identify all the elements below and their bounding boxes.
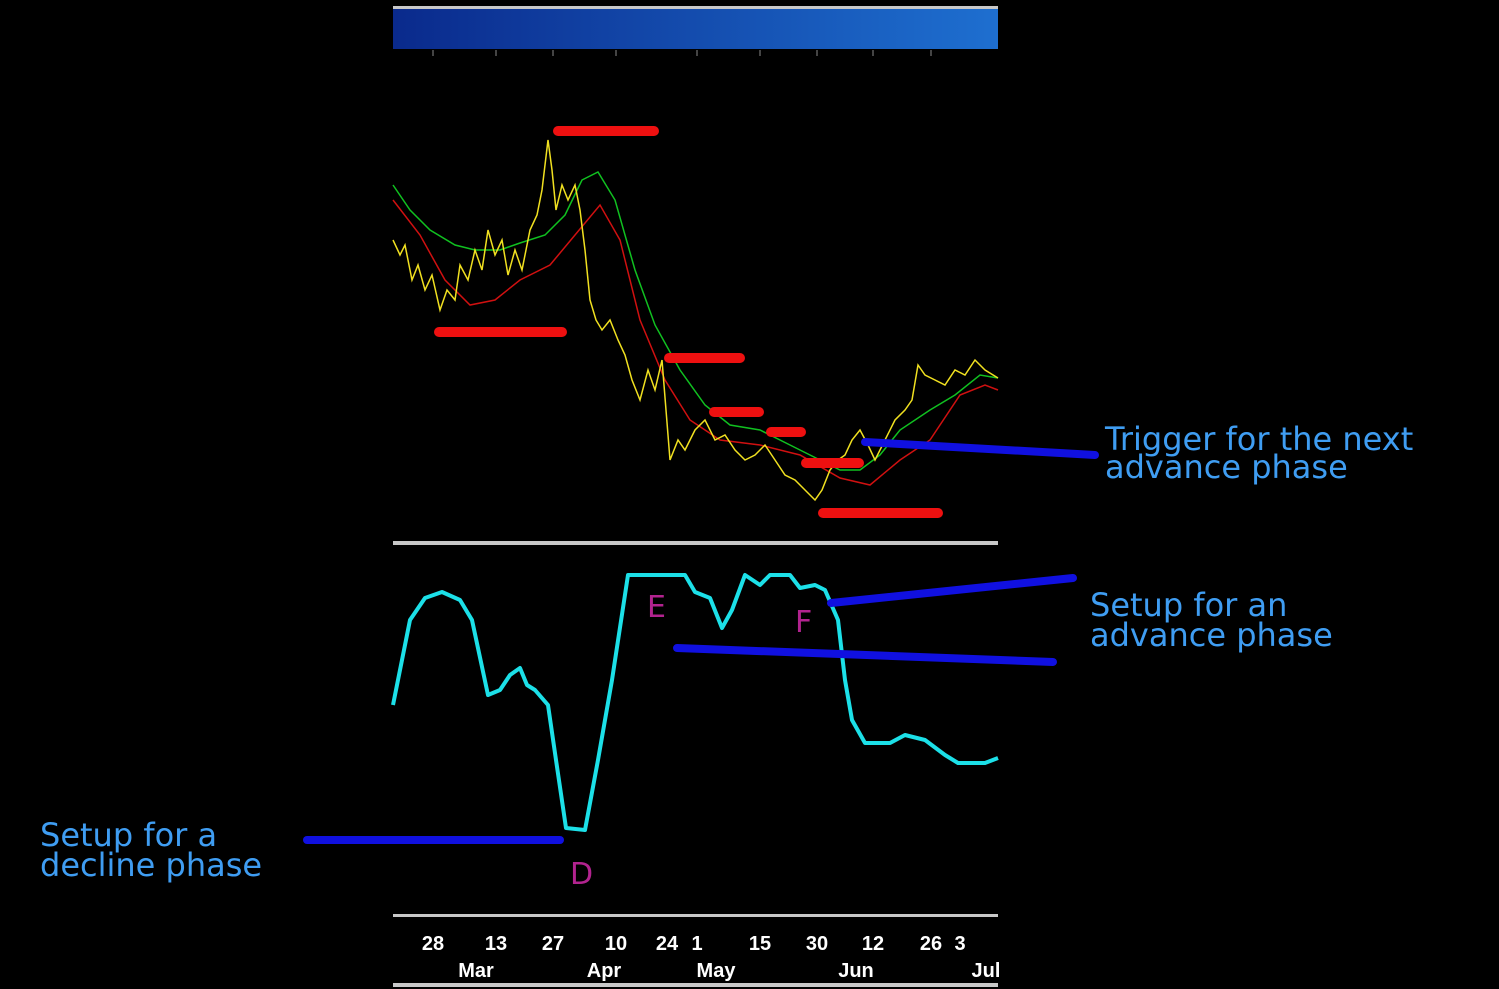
day-label: 3: [954, 933, 965, 955]
time-axis: 28 13 27 10 24 1 15 30 12 26 3 Mar Apr May Jun Jul: [422, 933, 1001, 982]
oscillator-line: [391, 573, 999, 832]
annotation-text: advance phase: [1090, 616, 1333, 654]
day-label: 10: [605, 933, 627, 955]
marker-label: E: [647, 590, 666, 625]
frame-top: [393, 6, 998, 9]
panel-separator: [393, 541, 998, 545]
pointer-lines: [303, 438, 1099, 844]
day-label: 12: [862, 933, 884, 955]
annotation-text: decline phase: [40, 846, 262, 884]
day-label: 28: [422, 933, 444, 955]
month-label: Jun: [838, 960, 874, 982]
level-bars: [434, 126, 943, 518]
day-label: 27: [542, 933, 564, 955]
axis-separator: [393, 914, 998, 917]
frame-bottom: [393, 983, 998, 987]
day-label: 15: [749, 933, 771, 955]
day-label: 26: [920, 933, 942, 955]
day-label: 13: [485, 933, 507, 955]
moving-average-red: [392, 199, 999, 486]
month-label: Mar: [458, 960, 494, 982]
marker-label: F: [795, 605, 812, 640]
annotation-text: Setup for a: [40, 816, 217, 854]
day-label: 1: [691, 933, 702, 955]
tick-marks: [432, 50, 932, 56]
annotation-text: Trigger for the next: [1104, 420, 1413, 458]
marker-label: D: [570, 857, 593, 892]
day-label: 30: [806, 933, 828, 955]
day-label: 24: [656, 933, 679, 955]
annotation-text: Setup for an: [1090, 586, 1287, 624]
annotation-text: advance phase: [1105, 448, 1348, 486]
month-label: May: [697, 960, 737, 982]
chart-header: [393, 9, 998, 49]
month-label: Jul: [972, 960, 1001, 982]
month-label: Apr: [587, 960, 622, 982]
price-bars: [392, 139, 999, 502]
moving-average-green: [392, 171, 999, 471]
